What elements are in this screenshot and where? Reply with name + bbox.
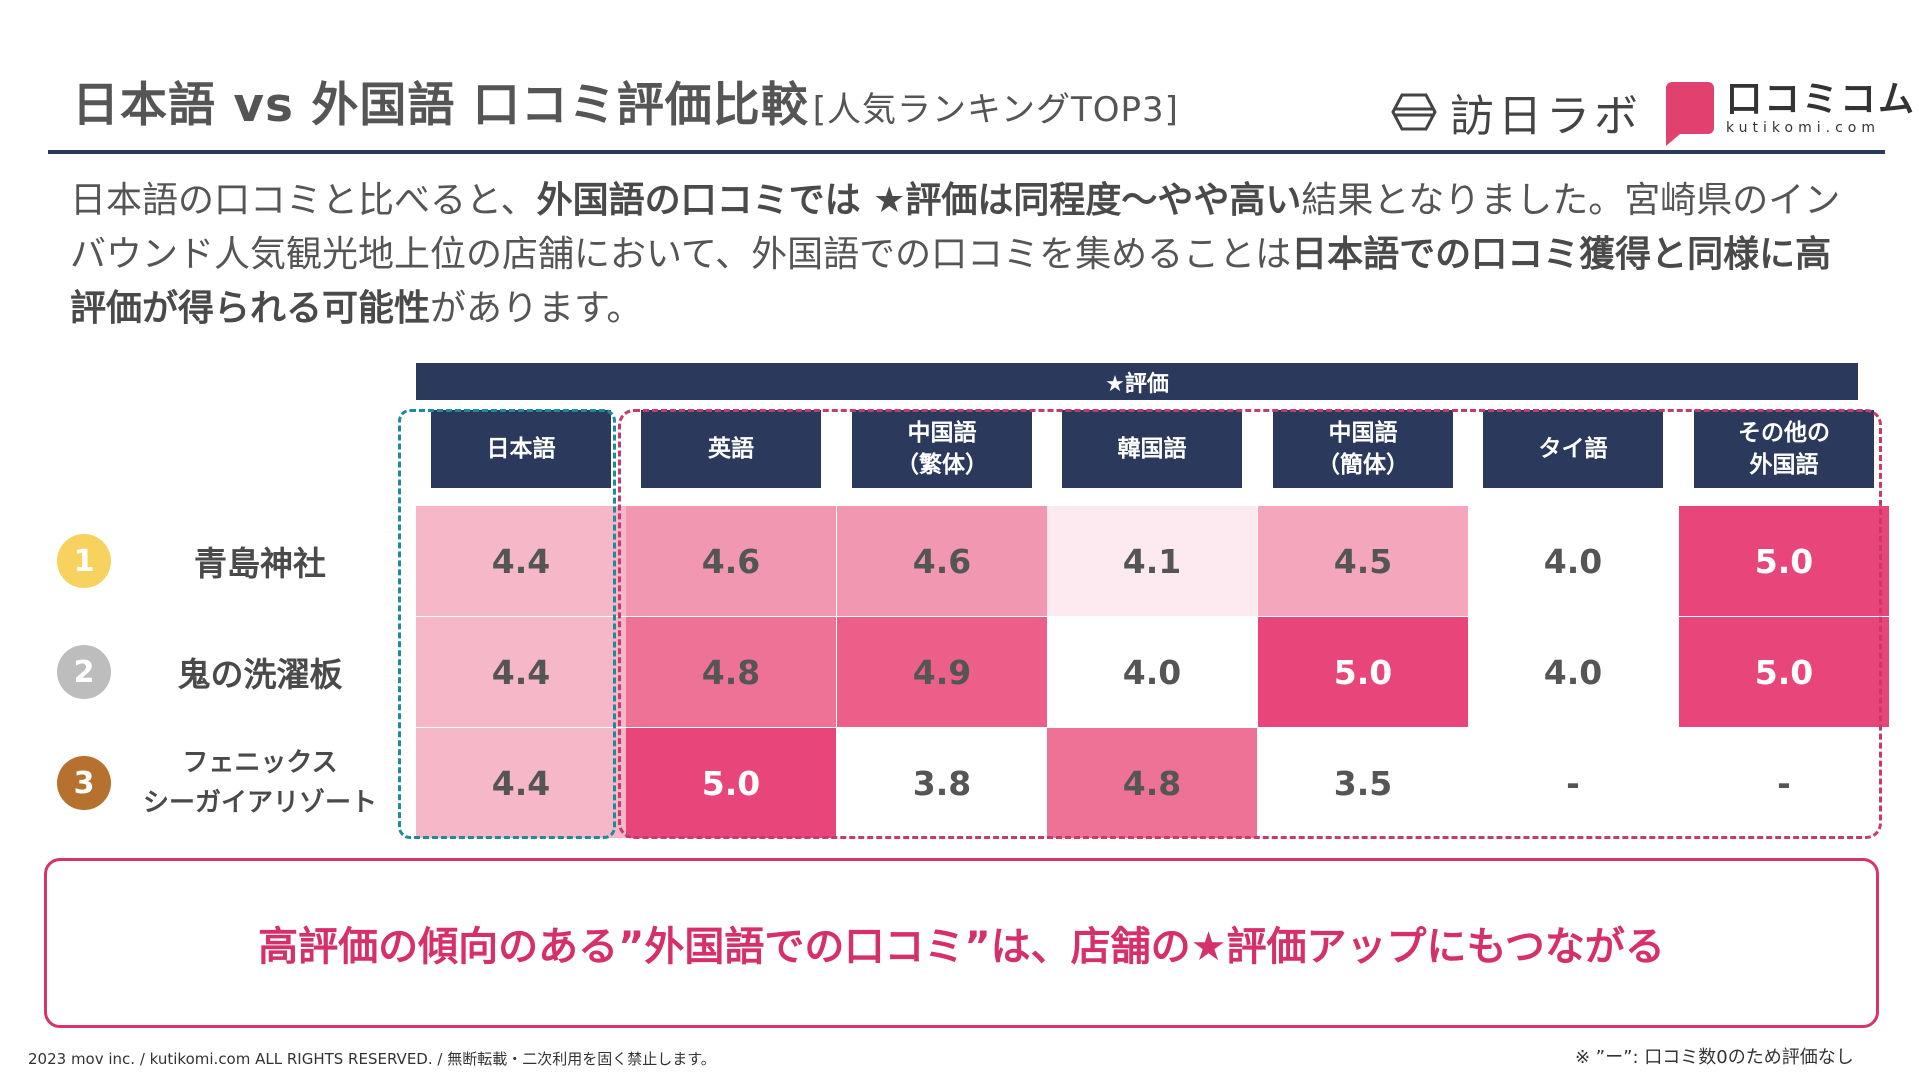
rating-cell: 5.0 (1258, 617, 1468, 727)
copyright-text: 2023 mov inc. / kutikomi.com ALL RIGHTS … (28, 1050, 716, 1068)
page-title: 日本語 vs 外国語 口コミ評価比較 [人気ランキングTOP3] (72, 66, 1179, 135)
rating-cell: 5.0 (626, 728, 836, 838)
rating-cell: 4.4 (416, 728, 626, 838)
rating-group-header: ★評価 (416, 363, 1858, 400)
rank-badge: 2 (57, 645, 111, 699)
rank-badge: 1 (57, 534, 111, 588)
title-main: 日本語 vs 外国語 口コミ評価比較 (72, 78, 809, 133)
column-header: タイ語 (1483, 410, 1663, 488)
intro-text-2: 結果となりました。宮崎県のインバウンド人気観光地上位の店舗において、外国語での口… (70, 180, 1841, 275)
rating-cell: 5.0 (1679, 506, 1889, 616)
rating-cell: 4.9 (837, 617, 1047, 727)
rank-badge: 3 (57, 756, 111, 810)
rating-cell: - (1468, 728, 1678, 838)
houjin-lab-logo: 訪日ラボ (1390, 80, 1642, 144)
column-header: 韓国語 (1062, 410, 1242, 488)
rating-cell: 4.5 (1258, 506, 1468, 616)
hexagon-logo-icon (1391, 93, 1437, 131)
row-label: フェニックス シーガイアリゾート (142, 748, 377, 818)
rating-cell: 4.0 (1468, 506, 1678, 616)
rating-cell: 4.0 (1468, 617, 1678, 727)
kutikomi-logo-url: kutikomi.com (1726, 120, 1880, 136)
column-header: その他の 外国語 (1694, 410, 1874, 488)
rating-cell: 4.6 (837, 506, 1047, 616)
row-label: 鬼の洗濯板 (177, 655, 343, 694)
rating-cell: 5.0 (1679, 617, 1889, 727)
rating-cell: 4.6 (626, 506, 836, 616)
intro-text-3: があります。 (430, 288, 643, 329)
rating-cell: 3.5 (1258, 728, 1468, 838)
speech-bubble-icon (1666, 82, 1714, 146)
intro-paragraph: 日本語の口コミと比べると、外国語の口コミでは ★評価は同程度〜やや高い結果となり… (70, 174, 1860, 336)
row-label: 青島神社 (194, 544, 326, 583)
kutikomi-logo: 口コミコム kutikomi.com (1666, 79, 1917, 146)
rating-cell: 4.8 (1047, 728, 1257, 838)
rating-cell: 4.1 (1047, 506, 1257, 616)
rating-cell: 3.8 (837, 728, 1047, 838)
japanese-highlight-box (398, 409, 616, 839)
conclusion-box: 高評価の傾向のある”外国語での口コミ”は、店舗の★評価アップにもつながる (44, 858, 1879, 1028)
foreign-highlight-box (618, 409, 1882, 839)
title-subtitle: [人気ランキングTOP3] (812, 90, 1179, 130)
intro-bold-1: 外国語の口コミでは ★評価は同程度〜やや高い (536, 180, 1302, 221)
footnote-text: ※ ”ー”: 口コミ数0のため評価なし (1575, 1047, 1854, 1068)
intro-bold-2: 日本語での口コミ獲得と同様に高評価が得られる可能性 (70, 234, 1832, 329)
rating-cell: 4.4 (416, 506, 626, 616)
column-header: 日本語 (431, 410, 611, 488)
houjin-lab-logo-text: 訪日ラボ (1450, 91, 1642, 142)
rating-cell: 4.8 (626, 617, 836, 727)
header-divider (48, 150, 1885, 154)
rating-cell: - (1679, 728, 1889, 838)
intro-text-1: 日本語の口コミと比べると、 (70, 180, 537, 221)
column-header: 中国語 （簡体） (1273, 410, 1453, 488)
column-header: 英語 (641, 410, 821, 488)
column-header: 中国語 （繁体） (852, 410, 1032, 488)
rating-cell: 4.0 (1047, 617, 1257, 727)
rating-cell: 4.4 (416, 617, 626, 727)
kutikomi-logo-text: 口コミコム (1726, 79, 1917, 120)
